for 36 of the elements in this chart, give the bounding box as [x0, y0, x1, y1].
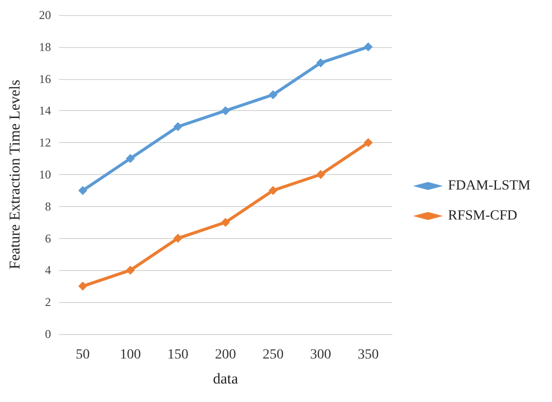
y-tick-label: 10: [39, 168, 51, 182]
point: [316, 170, 326, 179]
point: [364, 42, 373, 52]
y-tick-label: 18: [39, 40, 51, 54]
point: [173, 234, 182, 243]
point: [78, 282, 88, 291]
y-tick-label: 4: [45, 263, 51, 278]
legend-label: RFSM-CFD: [448, 208, 518, 224]
x-axis-title: data: [213, 372, 238, 388]
point: [78, 186, 88, 195]
point: [126, 266, 135, 275]
y-tick-label: 14: [39, 104, 51, 118]
legend-label: FDAM-LSTM: [448, 178, 532, 194]
y-tick-label: 6: [45, 231, 51, 246]
x-tick-label: 200: [215, 348, 236, 362]
point: [316, 58, 326, 68]
y-tick-label: 2: [45, 295, 51, 310]
x-tick-label: 150: [167, 348, 188, 362]
y-tick-label: 20: [39, 8, 51, 22]
x-tick-label: 300: [310, 348, 332, 362]
point: [364, 138, 373, 148]
point: [221, 218, 230, 227]
x-tick-label: 100: [120, 348, 141, 362]
y-tick-label: 16: [39, 72, 51, 86]
y-tick-label: 8: [45, 199, 51, 214]
x-tick-label: 350: [358, 348, 379, 362]
y-tick-label: 12: [39, 136, 51, 150]
point: [221, 106, 230, 116]
point: [268, 186, 278, 195]
point: [126, 154, 135, 164]
x-tick-label: 250: [262, 348, 284, 362]
y-tick-label: 0: [45, 327, 51, 341]
y-axis-title: Feature Extraction Time Levels: [8, 80, 24, 270]
point: [268, 90, 278, 100]
point: [173, 122, 182, 132]
x-tick-label: 50: [76, 348, 90, 362]
